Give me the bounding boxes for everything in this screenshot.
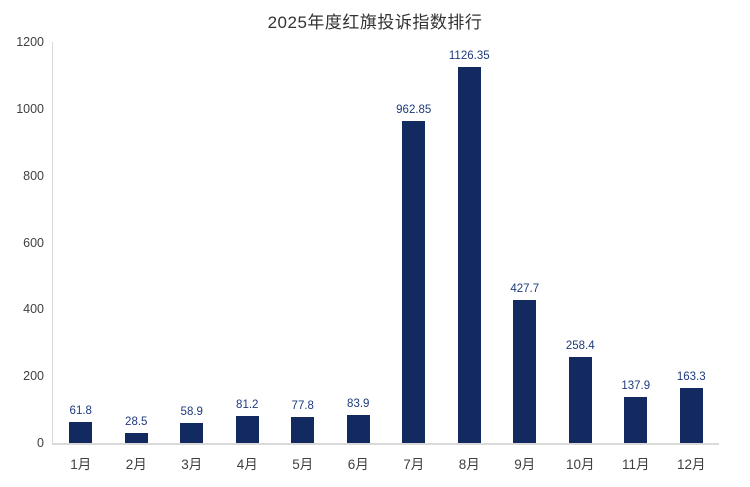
y-axis: 0 200 400 600 800 1000 1200 [0, 36, 44, 450]
x-tick-label: 6月 [347, 457, 369, 472]
bar-value-label: 137.9 [621, 379, 651, 392]
bar-value-label: 81.2 [236, 398, 259, 411]
bar-cell: 163.3 12月 [664, 42, 720, 472]
x-tick-label: 5月 [292, 457, 314, 472]
x-tick-label: 11月 [621, 457, 650, 472]
bar-value-label: 163.3 [676, 371, 706, 384]
bar [235, 415, 259, 443]
bar-cell: 28.5 2月 [109, 42, 165, 472]
bar-cell: 58.9 3月 [164, 42, 220, 472]
bar-cell: 83.9 6月 [331, 42, 387, 472]
bar [124, 433, 148, 443]
bar-cell: 962.85 7月 [386, 42, 442, 472]
bar [402, 121, 426, 443]
bar-value-label: 962.85 [396, 104, 432, 117]
bar-value-label: 427.7 [510, 283, 540, 296]
bar [346, 414, 370, 443]
bar [291, 417, 315, 443]
y-tick-label: 400 [23, 302, 44, 317]
x-tick-label: 2月 [125, 457, 147, 472]
x-tick-label: 10月 [565, 457, 595, 472]
x-tick-label: 9月 [514, 457, 536, 472]
bar [679, 388, 703, 443]
y-tick-label: 800 [23, 168, 44, 183]
bar-value-label: 83.9 [347, 397, 370, 410]
bar-value-label: 58.9 [180, 406, 203, 419]
bar-cell: 427.7 9月 [497, 42, 553, 472]
x-tick-label: 4月 [236, 457, 258, 472]
x-tick-label: 1月 [70, 457, 92, 472]
x-tick-label: 3月 [181, 457, 203, 472]
bar-value-label: 28.5 [125, 416, 148, 429]
bar-cell: 137.9 11月 [608, 42, 664, 472]
y-tick-label: 1000 [16, 101, 44, 116]
chart-title: 2025年度红旗投诉指数排行 [267, 13, 483, 32]
y-tick-label: 200 [23, 369, 44, 384]
bar-cell: 61.8 1月 [53, 42, 109, 472]
bar-cell: 81.2 4月 [220, 42, 276, 472]
x-tick-label: 7月 [403, 457, 425, 472]
bar-cell: 1126.35 8月 [442, 42, 498, 472]
y-tick-label: 600 [23, 235, 44, 250]
bar-value-label: 61.8 [69, 405, 92, 418]
bar [180, 423, 204, 443]
bar-value-label: 258.4 [565, 339, 595, 352]
bar [457, 66, 481, 443]
bar [69, 422, 93, 443]
bar [624, 396, 648, 443]
plot-area: 61.8 1月 28.5 2月 58.9 3月 81.2 4月 77.8 5月 83.9 6月 962.… [52, 42, 720, 472]
bar-value-label: 77.8 [291, 400, 314, 413]
bar-cell: 77.8 5月 [275, 42, 331, 472]
x-tick-label: 12月 [676, 457, 706, 472]
bar-value-label: 1126.35 [448, 49, 490, 62]
bar-cell: 258.4 10月 [553, 42, 609, 472]
x-tick-label: 8月 [458, 457, 480, 472]
y-tick-label: 1200 [16, 35, 44, 49]
bar [568, 356, 592, 443]
y-tick-label: 0 [37, 436, 44, 450]
bar [513, 300, 537, 443]
bars-row: 61.8 1月 28.5 2月 58.9 3月 81.2 4月 77.8 5月 83.9 6月 962.… [53, 42, 720, 472]
